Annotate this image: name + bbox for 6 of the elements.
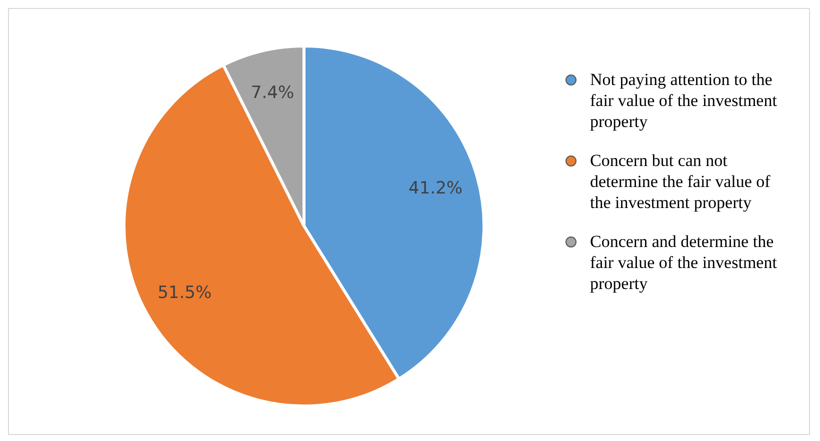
- legend-label: Not paying attention to the fair value of the investment property: [590, 69, 778, 132]
- data-label: 7.4%: [250, 82, 294, 103]
- data-label: 51.5%: [158, 282, 212, 303]
- data-label: 41.2%: [408, 178, 463, 198]
- legend-label: Concern and determine the fair value of the investment property: [590, 231, 778, 294]
- legend-label: Concern but can not determine the fair value of the investment property: [590, 150, 772, 213]
